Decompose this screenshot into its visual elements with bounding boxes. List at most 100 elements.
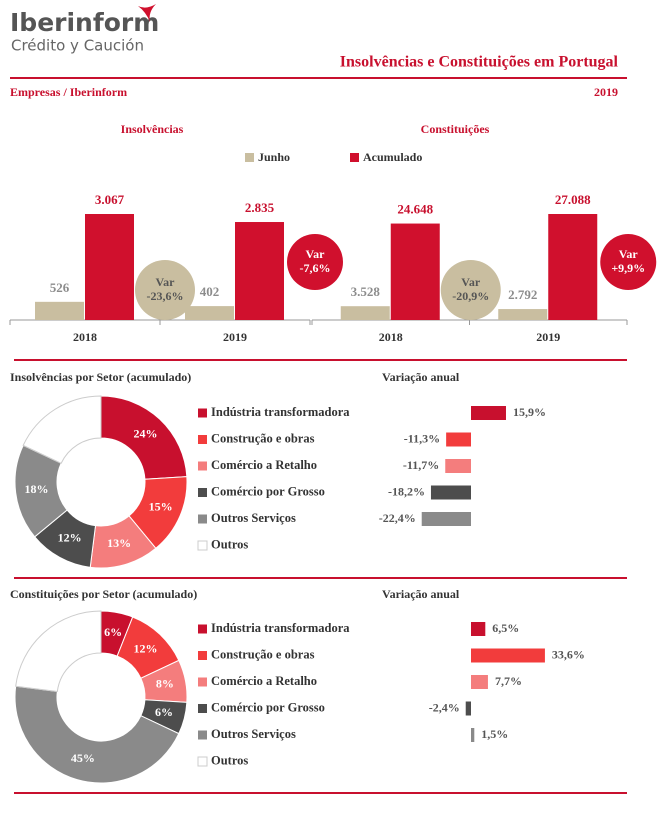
value-label: 2.792 [508, 287, 537, 302]
donut-slice [15, 610, 102, 693]
annotation: Var [156, 275, 176, 289]
brand-sub: Crédito y Caución [11, 37, 144, 55]
value-label: 1,5% [481, 727, 508, 741]
legend-swatch [198, 461, 207, 471]
value-label: 15,9% [513, 405, 546, 419]
legend-label: Construção e obras [211, 431, 315, 445]
bar [471, 648, 545, 663]
bar [465, 701, 471, 716]
chart-title: Insolvências por Setor (acumulado) [10, 370, 191, 384]
legend-label: Outros Serviços [211, 511, 296, 525]
subtitle: Empresas / Iberinform [10, 85, 127, 99]
divider [14, 577, 627, 579]
annotation: -23,6% [147, 289, 184, 303]
bar [445, 459, 471, 473]
chart-title: Variação anual [382, 587, 460, 601]
value-label: 27.088 [555, 192, 591, 207]
x-tick-label: 2019 [223, 330, 247, 344]
legend-label: Outros Serviços [211, 727, 296, 741]
legend-label: Comércio por Grosso [211, 484, 325, 498]
annotation: +9,9% [611, 261, 645, 275]
value-label: 33,6% [552, 647, 585, 661]
year: 2019 [594, 85, 618, 99]
chart-title: Variação anual [382, 370, 460, 384]
bar [471, 728, 475, 742]
value-label: -11,7% [403, 458, 439, 472]
slice-label: 15% [149, 500, 173, 514]
legend-swatch [198, 730, 207, 740]
value-label: -11,3% [404, 431, 440, 445]
slice-label: 24% [133, 426, 157, 440]
divider [10, 77, 627, 79]
annotation-badge [135, 260, 195, 320]
page-title: Insolvências e Constituições em Portugal [340, 54, 619, 71]
legend-swatch [198, 677, 207, 687]
legend-label: Indústria transformadora [211, 621, 350, 635]
legend-swatch [198, 624, 207, 634]
legend-label: Outros [211, 753, 248, 767]
donut-slice [14, 685, 180, 784]
x-tick-label: 2018 [379, 330, 403, 344]
value-label: 3.528 [351, 284, 381, 299]
annotation: Var [461, 275, 481, 289]
annotation: -20,9% [452, 289, 489, 303]
chart-title: Insolvências [121, 122, 184, 136]
legend-label: Indústria transformadora [211, 405, 350, 419]
chart-title: Constituições por Setor (acumulado) [10, 587, 197, 601]
slice-label: 12% [58, 531, 82, 545]
value-label: 526 [50, 280, 70, 295]
value-label: -18,2% [388, 484, 425, 498]
legend-label: Comércio a Retalho [211, 458, 317, 472]
legend-label: Outros [211, 537, 248, 551]
bar [430, 485, 471, 500]
logo-mark [138, 4, 156, 22]
bar [185, 306, 234, 320]
legend-swatch [198, 408, 207, 418]
slice-label: 8% [156, 677, 174, 691]
value-label: -22,4% [379, 511, 416, 525]
legend-label: Comércio a Retalho [211, 674, 317, 688]
divider [14, 359, 627, 361]
slice-label: 13% [107, 536, 131, 550]
value-label: 24.648 [397, 202, 433, 217]
chart-title: Constituições [421, 122, 490, 136]
bar [421, 512, 471, 526]
slice-label: 18% [25, 482, 49, 496]
value-label: 402 [200, 284, 220, 299]
donut-slice [22, 395, 102, 464]
annotation-badge [440, 260, 501, 320]
x-tick-label: 2018 [73, 330, 97, 344]
legend-swatch [198, 704, 207, 713]
legend-swatch [350, 153, 359, 162]
annotation: Var [306, 247, 326, 261]
legend-label: Comércio por Grosso [211, 700, 325, 714]
brand: Iberinform [10, 8, 159, 37]
value-label: 2.835 [245, 200, 275, 215]
bar [498, 309, 548, 320]
legend-swatch [198, 488, 207, 497]
value-label: -2,4% [429, 700, 460, 714]
value-label: 3.067 [95, 192, 125, 207]
legend-label: Construção e obras [211, 647, 315, 661]
bar [446, 432, 471, 447]
slice-label: 6% [155, 705, 173, 719]
bar [471, 622, 486, 636]
value-label: 7,7% [495, 674, 522, 688]
legend-swatch [198, 435, 207, 444]
legend-swatch [198, 651, 207, 660]
annotation: -7,6% [300, 261, 331, 275]
bar [390, 223, 440, 320]
legend-swatch [245, 153, 254, 162]
bar [340, 306, 390, 320]
slice-label: 12% [133, 641, 157, 655]
slice-label: 6% [104, 625, 122, 639]
legend-swatch [198, 514, 207, 524]
bar [235, 222, 284, 320]
slice-label: 45% [71, 751, 95, 765]
legend-swatch [197, 540, 208, 551]
x-tick-label: 2019 [536, 330, 560, 344]
divider [14, 792, 627, 794]
bar [35, 301, 84, 320]
bar [85, 214, 134, 320]
